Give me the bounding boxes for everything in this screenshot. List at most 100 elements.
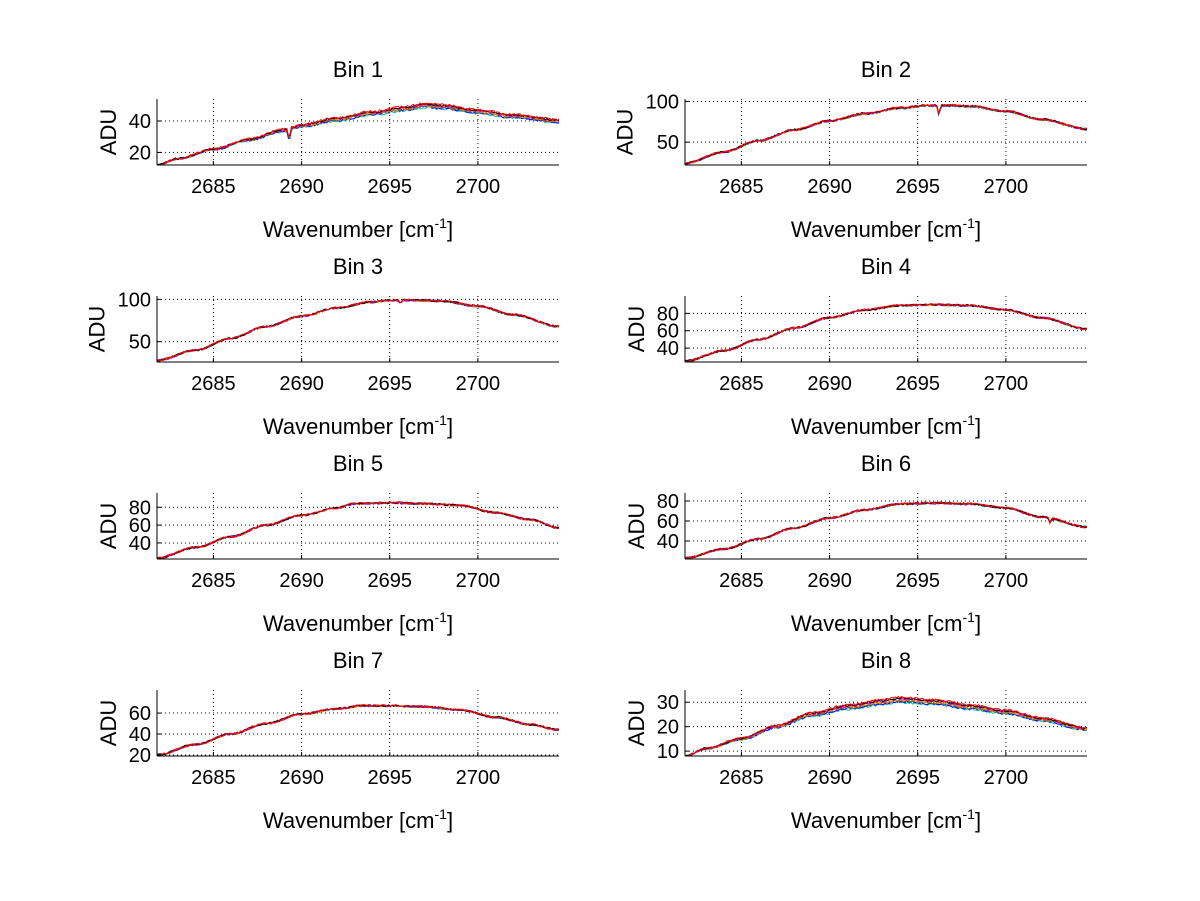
y-tick-label: 100 [118,289,151,311]
y-tick-label: 100 [646,91,679,113]
x-tick-label: 2685 [191,373,236,395]
x-tick-label: 2690 [279,373,324,395]
x-axis-label-superscript: -1 [435,412,448,428]
series-group [685,695,1087,756]
y-axis-label: ADU [85,306,110,352]
x-tick-label: 2690 [807,373,852,395]
y-tick-label: 80 [129,497,151,519]
x-tick-label: 2685 [719,570,764,592]
subplot-title: Bin 1 [333,57,383,82]
y-tick-label: 60 [657,321,679,343]
x-axis-label-superscript: -1 [963,215,976,231]
y-axis-label: ADU [96,109,121,155]
x-tick-label: 2700 [456,570,501,592]
x-axis-label: Wavenumber [cm-1] [791,609,981,636]
y-axis-label: ADU [624,306,649,352]
x-axis-label-superscript: -1 [435,609,448,625]
x-tick-label: 2700 [456,767,501,789]
x-axis-label-superscript: -1 [963,806,976,822]
x-tick-label: 2695 [367,570,412,592]
x-axis-label-close: ] [975,414,981,439]
y-tick-label: 20 [657,717,679,739]
x-axis-label-superscript: -1 [435,215,448,231]
y-tick-label: 40 [129,533,151,555]
subplot-title: Bin 3 [333,254,383,279]
x-tick-label: 2700 [984,373,1029,395]
x-axis-label-text: Wavenumber [cm [791,414,963,439]
y-tick-label: 50 [657,132,679,154]
y-axis-label: ADU [96,700,121,746]
series-group [685,103,1087,165]
x-axis-label-text: Wavenumber [cm [791,808,963,833]
y-tick-label: 60 [129,515,151,537]
x-axis-label-text: Wavenumber [cm [791,611,963,636]
y-axis-label: ADU [624,700,649,746]
series-line-7 [685,695,1087,756]
series-group [157,102,559,165]
subplot-title: Bin 2 [861,57,911,82]
y-tick-label: 60 [129,703,151,725]
x-axis-label: Wavenumber [cm-1] [263,609,453,636]
subplot-title: Bin 5 [333,451,383,476]
x-tick-label: 2695 [367,176,412,198]
x-axis-label: Wavenumber [cm-1] [791,412,981,439]
x-tick-label: 2685 [191,767,236,789]
x-axis-label: Wavenumber [cm-1] [263,215,453,242]
x-tick-label: 2685 [191,570,236,592]
x-tick-label: 2690 [807,176,852,198]
x-axis-label-close: ] [447,808,453,833]
x-tick-label: 2685 [719,176,764,198]
series-line-7 [157,703,559,756]
y-tick-label: 10 [657,741,679,763]
y-tick-label: 80 [657,491,679,513]
x-tick-label: 2700 [984,570,1029,592]
x-tick-label: 2690 [807,570,852,592]
series-line-7 [685,103,1087,165]
x-axis-label-text: Wavenumber [cm [263,611,435,636]
series-group [157,501,559,559]
y-tick-label: 20 [129,745,151,767]
x-axis-label: Wavenumber [cm-1] [791,215,981,242]
x-tick-label: 2700 [984,176,1029,198]
x-tick-label: 2695 [895,767,940,789]
x-tick-label: 2690 [279,176,324,198]
x-axis-label-close: ] [975,808,981,833]
y-tick-label: 40 [129,724,151,746]
x-tick-label: 2695 [895,176,940,198]
subplot-title: Bin 6 [861,451,911,476]
subplot-title: Bin 4 [861,254,911,279]
subplot-bin-3: 2685 2690 2695 2700 50 100 Bin 3 Wavenumber [cm… [85,254,559,439]
y-tick-label: 40 [657,338,679,360]
subplot-title: Bin 7 [333,648,383,673]
y-tick-label: 40 [657,531,679,553]
x-axis-label-text: Wavenumber [cm [263,414,435,439]
x-tick-label: 2695 [895,373,940,395]
x-axis-label-close: ] [975,217,981,242]
y-tick-label: 40 [129,111,151,133]
series-line-7 [157,102,559,165]
x-axis-label-close: ] [447,611,453,636]
x-tick-label: 2695 [367,373,412,395]
x-axis-label-text: Wavenumber [cm [263,217,435,242]
series-line-2 [157,105,559,165]
series-group [157,703,559,756]
x-tick-label: 2700 [456,373,501,395]
subplot-title: Bin 8 [861,648,911,673]
series-line-7 [685,501,1087,559]
series-line-7 [157,298,559,362]
subplot-bin-2: 2685 2690 2695 2700 50 100 Bin 2 Wavenumber [cm… [613,57,1087,242]
y-axis-label: ADU [613,109,638,155]
x-tick-label: 2690 [279,570,324,592]
x-tick-label: 2685 [719,767,764,789]
series-line-7 [157,501,559,559]
x-tick-label: 2685 [191,176,236,198]
x-axis-label-superscript: -1 [963,609,976,625]
x-tick-label: 2700 [984,767,1029,789]
